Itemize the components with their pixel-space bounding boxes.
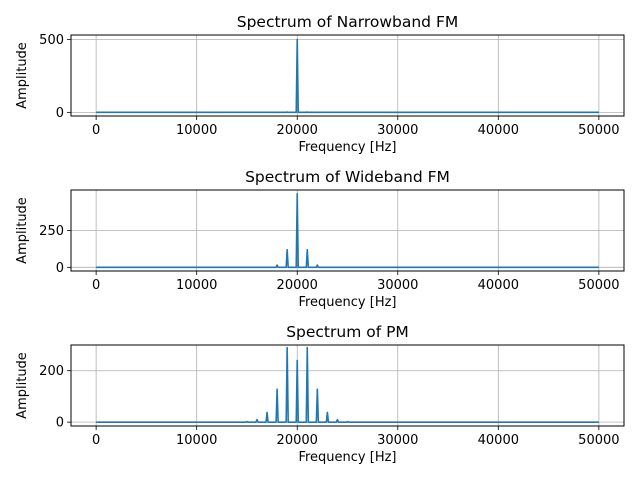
x-tick-label: 30000 [377, 123, 418, 138]
x-tick-label: 20000 [277, 278, 318, 293]
y-axis-label: Amplitude [15, 352, 30, 419]
spectrum-line [96, 192, 599, 269]
axes-frame [70, 34, 625, 117]
x-axis-label: Frequency [Hz] [298, 140, 396, 155]
subplot-2: 0 10000 20000 30000 40000 50000 0 250 Spectrum o… [15, 168, 625, 310]
y-tick-label: 0 [56, 416, 64, 431]
y-axis-label: Amplitude [15, 42, 30, 109]
spectrum-line [96, 38, 599, 114]
x-tick-label: 40000 [478, 123, 519, 138]
x-tick-label: 20000 [277, 123, 318, 138]
x-tick-label: 10000 [176, 123, 217, 138]
x-axis-label: Frequency [Hz] [298, 295, 396, 310]
axes-frame [70, 344, 625, 427]
subplot-3: 0 10000 20000 30000 40000 50000 0 200 Spectrum o… [15, 323, 625, 465]
x-tick-label: 0 [92, 433, 100, 448]
subplot-1: 0 10000 20000 30000 40000 50000 0 500 Spectrum o… [15, 13, 625, 155]
x-tick-label: 0 [92, 278, 100, 293]
x-tick-label: 0 [92, 123, 100, 138]
x-tick-label: 40000 [478, 433, 519, 448]
y-tick-label: 200 [39, 364, 64, 379]
x-tick-label: 40000 [478, 278, 519, 293]
x-tick-label: 50000 [578, 278, 619, 293]
x-tick-label: 20000 [277, 433, 318, 448]
y-axis-label: Amplitude [15, 197, 30, 264]
spectrum-line [96, 346, 599, 423]
y-tick-label: 0 [56, 106, 64, 121]
y-tick-label: 500 [39, 33, 64, 48]
x-tick-label: 30000 [377, 433, 418, 448]
chart-title: Spectrum of Wideband FM [245, 168, 450, 186]
x-tick-label: 10000 [176, 278, 217, 293]
y-tick-label: 0 [56, 261, 64, 276]
x-tick-label: 30000 [377, 278, 418, 293]
x-tick-label: 50000 [578, 123, 619, 138]
x-tick-label: 10000 [176, 433, 217, 448]
x-tick-label: 50000 [578, 433, 619, 448]
chart-title: Spectrum of Narrowband FM [237, 13, 459, 31]
x-axis-label: Frequency [Hz] [298, 450, 396, 465]
y-tick-label: 250 [39, 224, 64, 239]
chart-title: Spectrum of PM [286, 323, 409, 341]
